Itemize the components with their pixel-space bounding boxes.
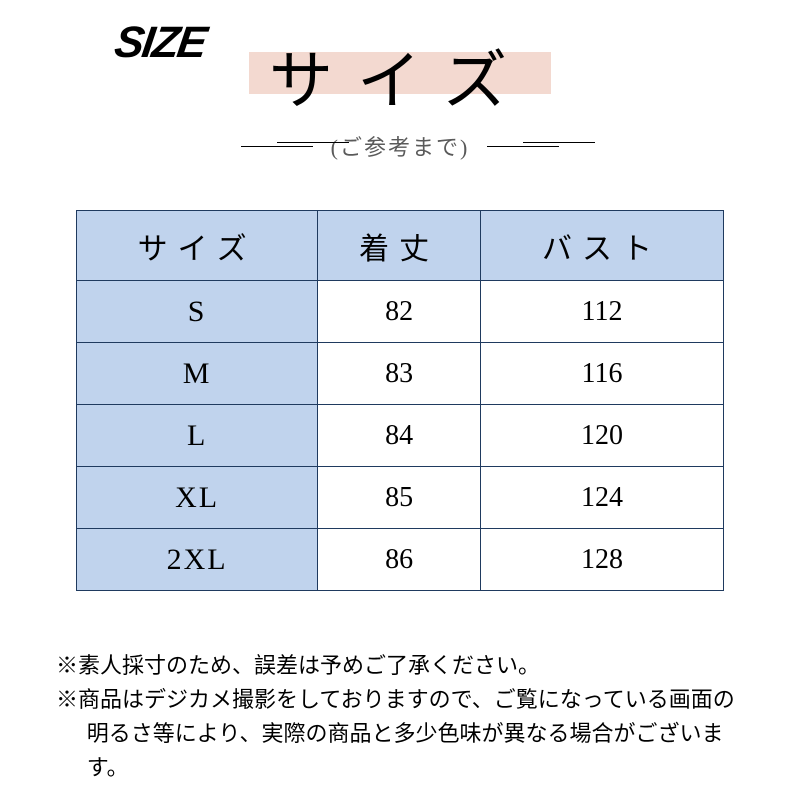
cell-length: 82 [318,281,481,343]
divider-left [241,146,313,147]
note-line-2a: ※商品はデジカメ撮影をしておりますので、ご覧になっている画面の [56,683,752,717]
cell-length: 85 [318,467,481,529]
cell-size: L [77,405,318,467]
cell-bust: 116 [480,343,723,405]
cell-bust: 112 [480,281,723,343]
table-row: M 83 116 [77,343,724,405]
header: SIZE サイズ (ご参考まで) [0,0,800,162]
cell-bust: 124 [480,467,723,529]
table-row: S 82 112 [77,281,724,343]
cell-size: XL [77,467,318,529]
cell-bust: 120 [480,405,723,467]
subtitle-row: (ご参考まで) [0,130,800,162]
col-bust: バスト [480,211,723,281]
table-row: 2XL 86 128 [77,529,724,591]
cell-size: M [77,343,318,405]
col-size: サイズ [77,211,318,281]
cell-size: S [77,281,318,343]
cell-length: 84 [318,405,481,467]
subtitle: (ご参考まで) [331,130,470,162]
cell-bust: 128 [480,529,723,591]
note-line-2b: 明るさ等により、実際の商品と多少色味が異なる場合がございます。 [56,717,752,785]
col-length: 着丈 [318,211,481,281]
cell-size: 2XL [77,529,318,591]
cell-length: 83 [318,343,481,405]
divider-right [487,146,559,147]
title-wrap: サイズ [269,30,531,122]
note-line-1: ※素人採寸のため、誤差は予めご了承ください。 [56,649,752,683]
size-table: サイズ 着丈 バスト S 82 112 M 83 116 L 84 120 [76,210,724,591]
table-header-row: サイズ 着丈 バスト [77,211,724,281]
notes: ※素人採寸のため、誤差は予めご了承ください。 ※商品はデジカメ撮影をしております… [56,649,752,785]
page-title: サイズ [269,30,531,122]
size-badge-icon: SIZE [111,18,208,68]
table-row: L 84 120 [77,405,724,467]
cell-length: 86 [318,529,481,591]
table-row: XL 85 124 [77,467,724,529]
